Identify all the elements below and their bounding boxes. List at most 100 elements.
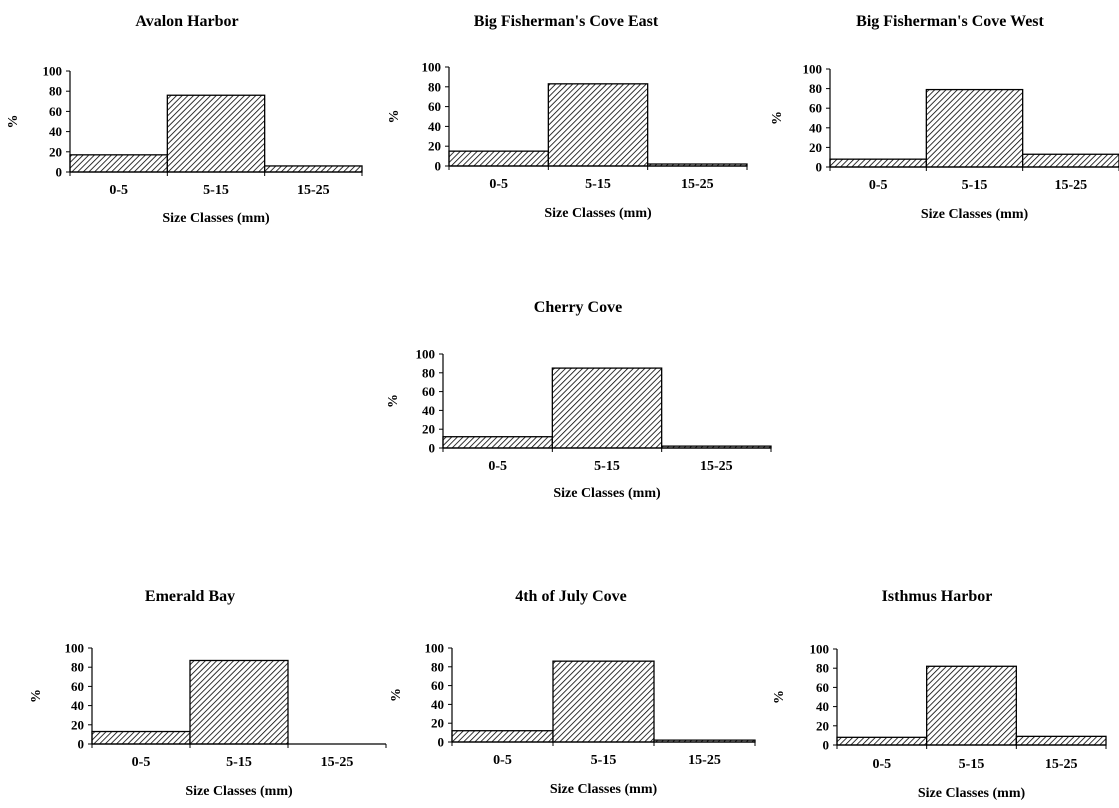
y-tick-label: 40 — [71, 698, 84, 713]
x-tick-label: 0-5 — [493, 753, 512, 768]
x-tick-label: 5-15 — [591, 753, 617, 768]
x-axis-label: Size Classes (mm) — [185, 784, 293, 799]
chart-title: 4th of July Cove — [515, 588, 627, 605]
y-tick-label: 60 — [431, 678, 444, 693]
bar — [1022, 153, 1119, 168]
y-tick-label: 40 — [816, 699, 829, 714]
y-tick-label: 40 — [431, 697, 444, 712]
chart-title: Cherry Cove — [534, 299, 622, 316]
bar — [91, 730, 191, 745]
x-tick-label: 0-5 — [109, 183, 128, 198]
y-tick-label: 20 — [428, 139, 441, 154]
x-tick-label: 0-5 — [488, 459, 507, 474]
x-tick-label: 15-25 — [297, 183, 330, 198]
bar — [1015, 735, 1107, 746]
y-tick-label: 100 — [422, 60, 442, 75]
x-tick-label: 0-5 — [869, 178, 888, 193]
x-tick-label: 0-5 — [872, 757, 891, 772]
y-tick-label: 60 — [49, 104, 62, 119]
bar — [552, 660, 655, 743]
y-tick-label: 40 — [49, 124, 62, 139]
x-tick-label: 0-5 — [489, 177, 508, 192]
bar — [551, 367, 663, 449]
y-tick-label: 0 — [56, 165, 63, 180]
y-tick-label: 0 — [823, 738, 830, 753]
chart-title: Emerald Bay — [145, 588, 235, 605]
y-axis-label: % — [772, 690, 787, 704]
chart-panel: Isthmus Harbor 0 20 40 60 80 100 0-5 5-15 15-25 Si… — [772, 588, 1107, 801]
chart-panel: Big Fisherman's Cove East 0 20 40 60 80 100 0-5… — [387, 13, 748, 221]
y-tick-label: 20 — [49, 144, 62, 159]
bar — [442, 436, 553, 449]
chart-title: Isthmus Harbor — [882, 588, 993, 605]
y-tick-label: 0 — [435, 159, 442, 174]
bar — [69, 154, 168, 173]
y-tick-label: 20 — [809, 140, 822, 155]
bar — [448, 150, 549, 167]
x-axis-label: Size Classes (mm) — [544, 206, 652, 221]
x-tick-label: 5-15 — [203, 183, 229, 198]
bar — [829, 158, 927, 168]
chart-panel: Cherry Cove 0 20 40 60 80 100 0-5 5-15 15-25 Size … — [386, 299, 772, 501]
chart-title: Big Fisherman's Cove West — [856, 13, 1044, 30]
x-axis-label: Size Classes (mm) — [918, 786, 1026, 801]
y-axis-label: % — [386, 394, 401, 408]
x-tick-label: 15-25 — [1045, 757, 1078, 772]
x-tick-label: 15-25 — [321, 755, 354, 770]
chart-title: Big Fisherman's Cove East — [474, 13, 659, 30]
y-tick-label: 0 — [78, 737, 85, 752]
x-tick-label: 0-5 — [132, 755, 151, 770]
y-tick-label: 40 — [809, 120, 822, 135]
y-tick-label: 80 — [809, 81, 822, 96]
chart-title: Avalon Harbor — [135, 13, 238, 30]
y-tick-label: 60 — [71, 679, 84, 694]
x-tick-label: 15-25 — [681, 177, 714, 192]
y-tick-label: 40 — [428, 119, 441, 134]
y-tick-label: 80 — [71, 660, 84, 675]
bar — [166, 94, 266, 173]
y-axis-label: % — [387, 110, 402, 124]
x-axis-label: Size Classes (mm) — [550, 782, 658, 797]
y-tick-label: 80 — [49, 84, 62, 99]
y-tick-label: 100 — [416, 347, 436, 362]
y-tick-label: 20 — [71, 717, 84, 732]
y-tick-label: 20 — [422, 422, 435, 437]
bar — [547, 83, 649, 167]
x-tick-label: 5-15 — [962, 178, 988, 193]
y-tick-label: 40 — [422, 403, 435, 418]
bar — [189, 659, 289, 745]
x-axis-label: Size Classes (mm) — [162, 211, 270, 226]
y-tick-label: 80 — [428, 79, 441, 94]
x-axis-label: Size Classes (mm) — [921, 207, 1029, 222]
x-tick-label: 15-25 — [688, 753, 721, 768]
chart-panel: Emerald Bay 0 20 40 60 80 100 0-5 5-15 15-25 Size … — [29, 588, 387, 799]
y-tick-label: 80 — [816, 661, 829, 676]
bar — [836, 736, 928, 746]
y-axis-label: % — [770, 111, 785, 125]
bar — [926, 665, 1017, 746]
y-tick-label: 60 — [816, 680, 829, 695]
bar — [925, 88, 1024, 168]
x-axis-label: Size Classes (mm) — [553, 486, 661, 501]
y-tick-label: 100 — [803, 62, 823, 77]
y-axis-label: % — [6, 115, 21, 129]
y-tick-label: 100 — [425, 641, 445, 656]
y-axis-label: % — [389, 688, 404, 702]
y-tick-label: 100 — [65, 641, 85, 656]
chart-panel: Big Fisherman's Cove West 0 20 40 60 80 100 0-5… — [770, 13, 1119, 222]
x-tick-label: 15-25 — [700, 459, 733, 474]
x-tick-label: 5-15 — [959, 757, 985, 772]
x-tick-label: 5-15 — [594, 459, 620, 474]
y-tick-label: 0 — [816, 160, 823, 175]
y-tick-label: 100 — [43, 64, 63, 79]
y-tick-label: 60 — [428, 99, 441, 114]
x-tick-label: 5-15 — [226, 755, 252, 770]
chart-panel: 4th of July Cove 0 20 40 60 80 100 0-5 5-15 15-25… — [389, 588, 756, 797]
y-axis-label: % — [29, 689, 44, 703]
y-tick-label: 80 — [422, 365, 435, 380]
bar — [264, 165, 363, 173]
chart-panel: Avalon Harbor 0 20 40 60 80 100 0-5 5-15 15-25 Siz… — [6, 13, 363, 226]
y-tick-label: 20 — [816, 718, 829, 733]
x-tick-label: 5-15 — [585, 177, 611, 192]
y-tick-label: 80 — [431, 659, 444, 674]
